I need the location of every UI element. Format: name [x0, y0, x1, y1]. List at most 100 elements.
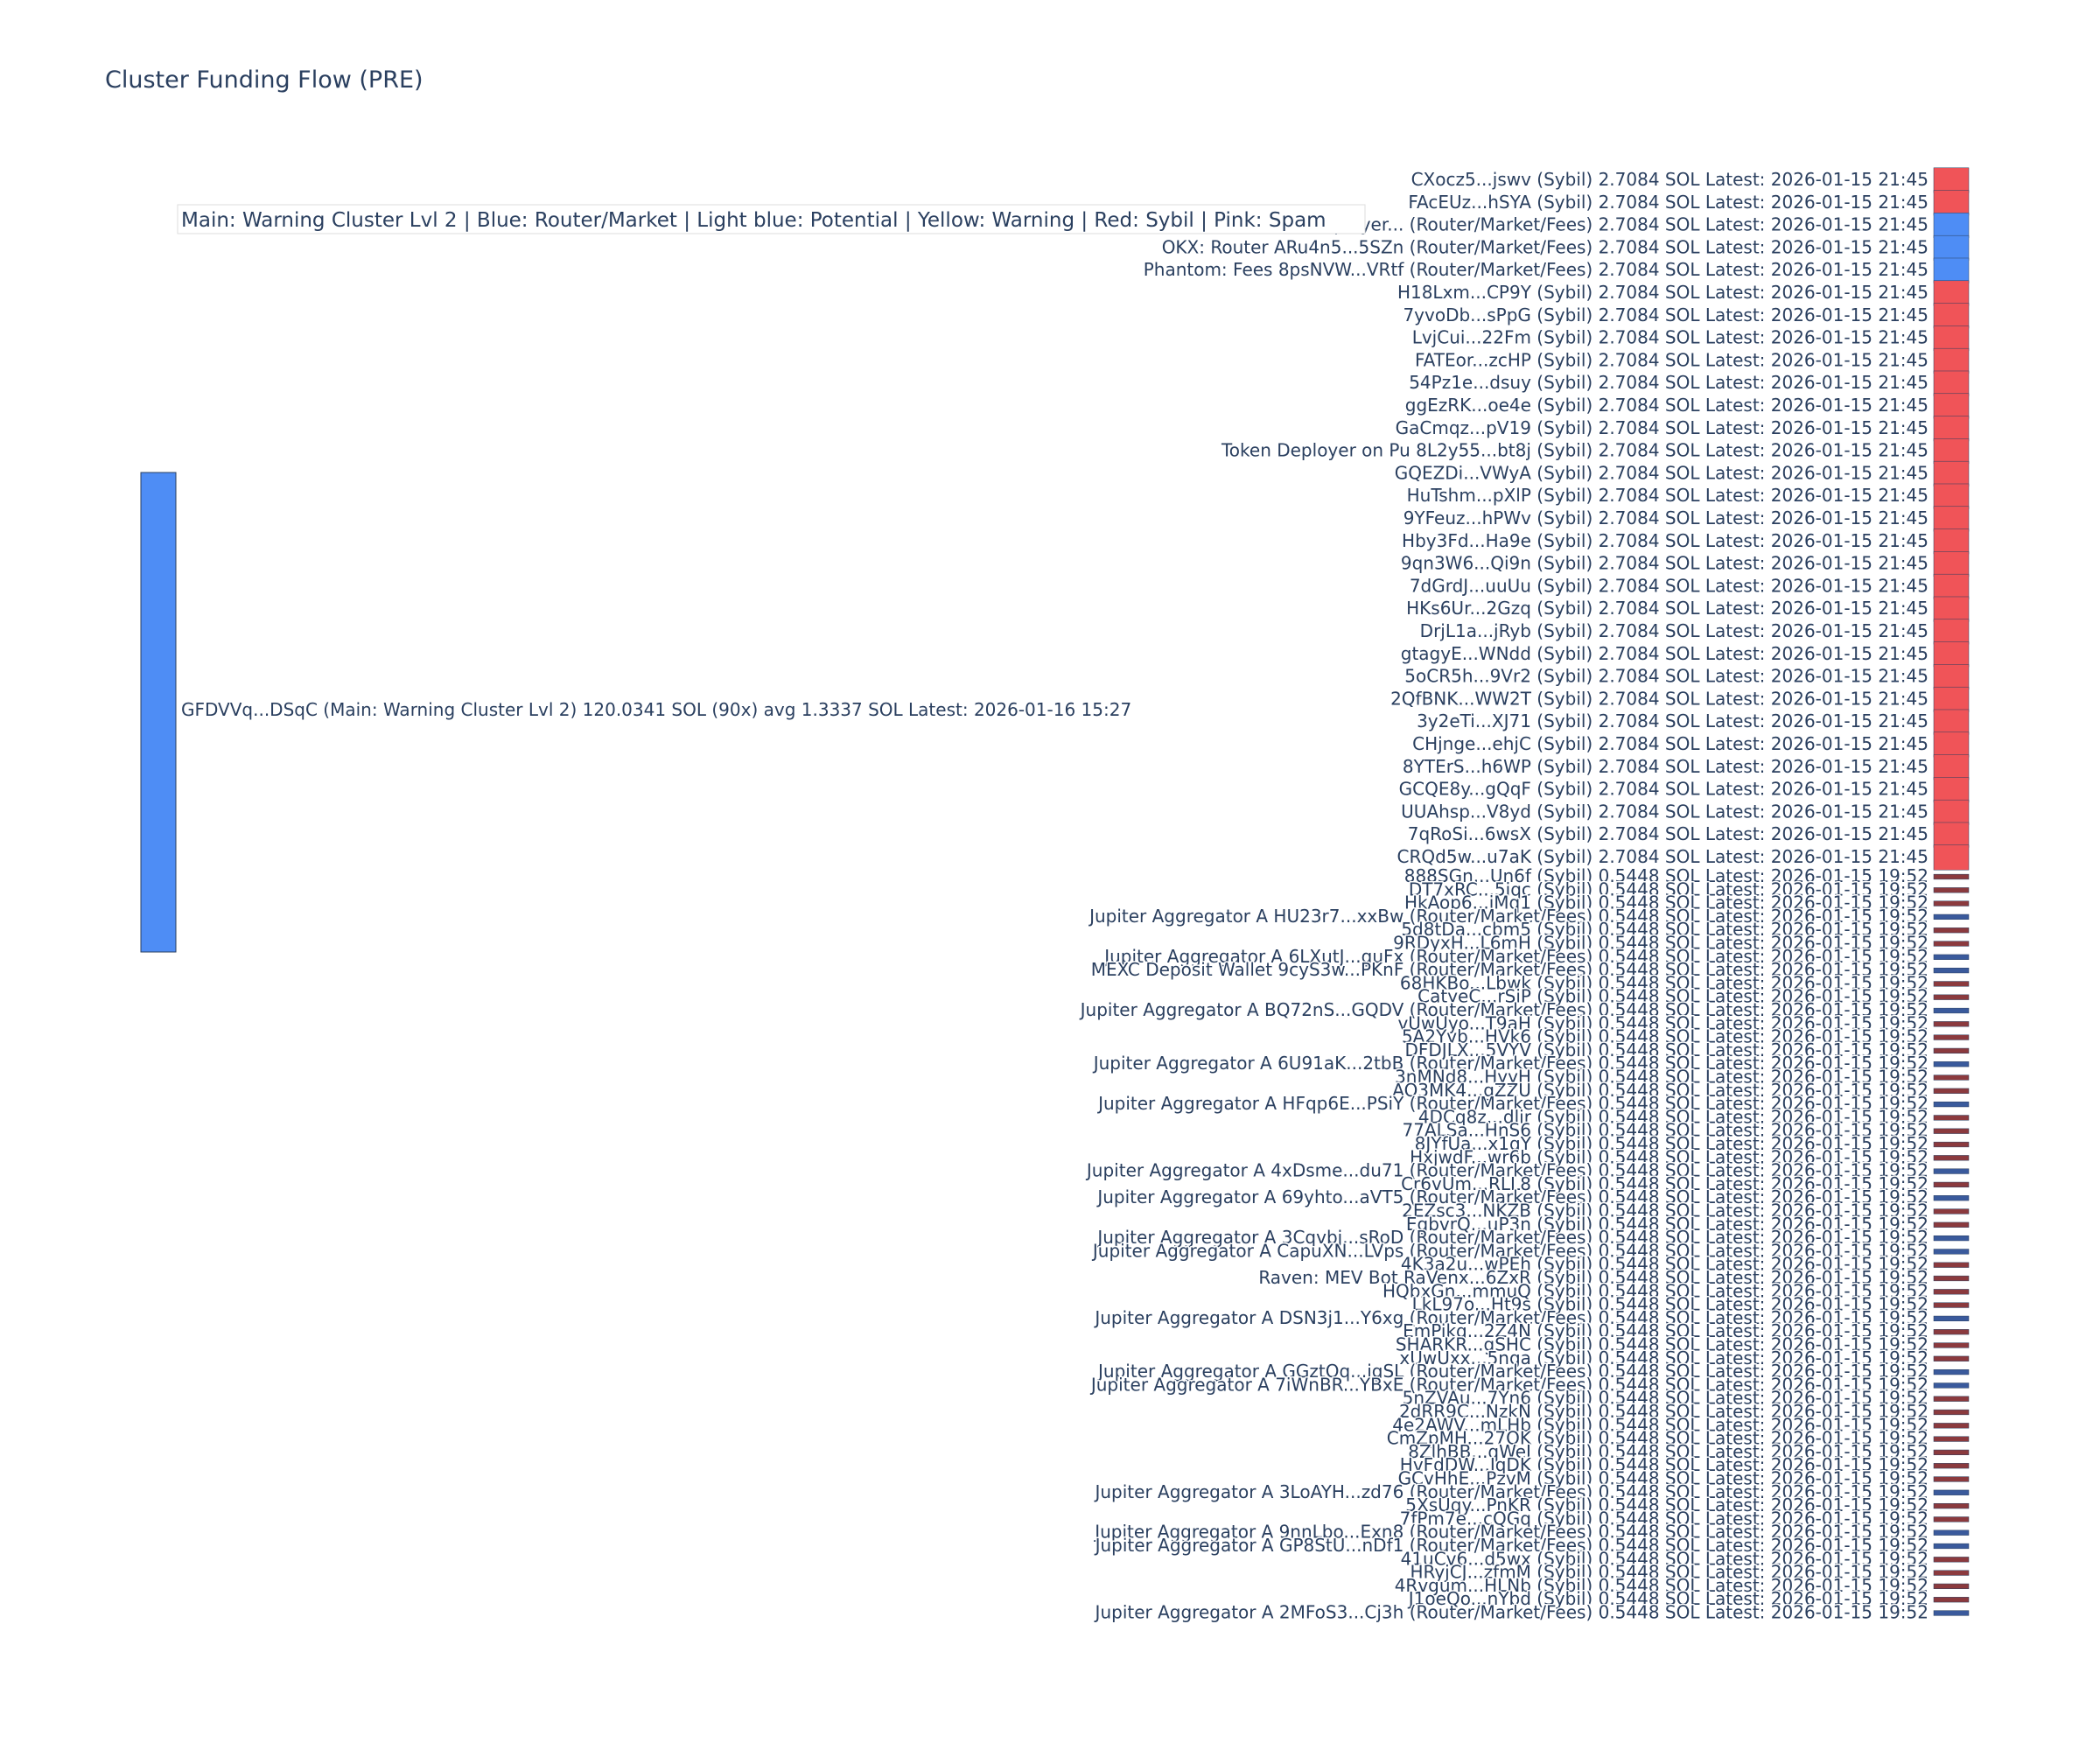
target-node[interactable] [1933, 1449, 1970, 1456]
target-node[interactable] [1933, 1530, 1970, 1536]
target-node[interactable] [1933, 303, 1970, 329]
target-node[interactable] [1933, 967, 1970, 974]
target-node[interactable] [1933, 1342, 1970, 1348]
target-node[interactable] [1933, 438, 1970, 465]
target-node[interactable] [1933, 664, 1970, 690]
target-node[interactable] [1933, 1396, 1970, 1402]
target-node[interactable] [1933, 1222, 1970, 1228]
target-node[interactable] [1933, 1409, 1970, 1416]
target-node[interactable] [1933, 994, 1970, 1000]
target-node-label: FATEor...zcHP (Sybil) 2.7084 SOL Latest:… [1415, 349, 1928, 370]
target-node[interactable] [1933, 619, 1970, 645]
target-node[interactable] [1933, 573, 1970, 599]
target-node[interactable] [1933, 1249, 1970, 1255]
target-node-label: Jupiter Aggregator A HU23r7...xxBw (Rout… [1088, 906, 1928, 927]
target-node[interactable] [1933, 1557, 1970, 1563]
target-node[interactable] [1933, 1128, 1970, 1134]
target-node[interactable] [1933, 686, 1970, 712]
target-node[interactable] [1933, 1423, 1970, 1429]
target-node[interactable] [1933, 873, 1970, 880]
flow-link[interactable] [175, 901, 1935, 1335]
target-node[interactable] [1933, 709, 1970, 735]
target-node-label: DFDJLX...5VYV (Sybil) 0.5448 SOL Latest:… [1405, 1040, 1929, 1060]
target-node[interactable] [1933, 326, 1970, 352]
target-node[interactable] [1933, 1368, 1970, 1376]
target-node[interactable] [1933, 1543, 1970, 1550]
target-node[interactable] [1933, 1061, 1970, 1068]
target-node[interactable] [1933, 1007, 1970, 1014]
target-node[interactable] [1933, 799, 1970, 825]
target-node-label: EmPikq...2Z4N (Sybil) 0.5448 SOL Latest:… [1403, 1320, 1928, 1341]
target-node[interactable] [1933, 1315, 1970, 1322]
target-node-label: 7yvoDb...sPpG (Sybil) 2.7084 SOL Latest:… [1403, 304, 1928, 326]
target-node[interactable] [1933, 506, 1970, 532]
target-node[interactable] [1933, 1302, 1970, 1308]
target-node[interactable] [1933, 257, 1970, 284]
target-node[interactable] [1933, 213, 1970, 239]
target-node[interactable] [1933, 1275, 1970, 1282]
target-node[interactable] [1933, 1181, 1970, 1188]
target-node-label: HKs6Ur...2Gzq (Sybil) 2.7084 SOL Latest:… [1406, 598, 1928, 619]
target-node[interactable] [1933, 528, 1970, 555]
target-node[interactable] [1933, 1597, 1970, 1603]
target-node[interactable] [1933, 1463, 1970, 1469]
target-node[interactable] [1933, 234, 1970, 261]
target-node[interactable] [1933, 1074, 1970, 1081]
target-node[interactable] [1933, 370, 1970, 396]
target-node[interactable] [1933, 1262, 1970, 1268]
target-node[interactable] [1933, 641, 1970, 668]
target-node[interactable] [1933, 1208, 1970, 1214]
target-node-label: HkAop6...jMq1 (Sybil) 0.5448 SOL Latest:… [1404, 892, 1928, 914]
target-node[interactable] [1933, 1141, 1970, 1148]
source-node[interactable] [140, 472, 177, 953]
target-node[interactable] [1933, 754, 1970, 780]
target-node[interactable] [1933, 1502, 1970, 1509]
target-node[interactable] [1933, 981, 1970, 987]
target-node[interactable] [1933, 1516, 1970, 1522]
target-node[interactable] [1933, 954, 1970, 960]
target-node[interactable] [1933, 941, 1970, 947]
target-node[interactable] [1933, 1168, 1970, 1174]
target-node[interactable] [1933, 914, 1970, 920]
target-node[interactable] [1933, 732, 1970, 758]
target-node[interactable] [1933, 1047, 1970, 1054]
target-node[interactable] [1933, 1115, 1970, 1121]
target-node[interactable] [1933, 1436, 1970, 1442]
target-node[interactable] [1933, 596, 1970, 622]
target-node[interactable] [1933, 190, 1970, 216]
target-node[interactable] [1933, 1034, 1970, 1040]
target-node[interactable] [1933, 1583, 1970, 1590]
target-node[interactable] [1933, 1155, 1970, 1161]
target-node[interactable] [1933, 928, 1970, 934]
target-node[interactable] [1933, 900, 1970, 906]
target-node-label: 2QfBNK...WW2T (Sybil) 2.7084 SOL Latest:… [1390, 688, 1928, 709]
target-node[interactable] [1933, 551, 1970, 578]
target-node[interactable] [1933, 1235, 1970, 1242]
target-node[interactable] [1933, 347, 1970, 374]
target-node[interactable] [1933, 1101, 1970, 1108]
target-node[interactable] [1933, 1382, 1970, 1389]
target-node[interactable] [1933, 393, 1970, 419]
target-node[interactable] [1933, 887, 1970, 893]
target-node[interactable] [1933, 416, 1970, 442]
target-node[interactable] [1933, 1476, 1970, 1482]
target-node[interactable] [1933, 167, 1970, 193]
target-node-label: LkL97o...Ht9s (Sybil) 0.5448 SOL Latest:… [1412, 1294, 1928, 1315]
target-node[interactable] [1933, 280, 1970, 306]
target-node-label: 4DCq8z...dlir (Sybil) 0.5448 SOL Latest:… [1418, 1106, 1928, 1127]
target-node[interactable] [1933, 844, 1970, 871]
target-node[interactable] [1933, 1195, 1970, 1201]
target-node[interactable] [1933, 1289, 1970, 1295]
target-node[interactable] [1933, 1570, 1970, 1576]
flow-link[interactable] [175, 920, 1935, 1442]
target-node[interactable] [1933, 1088, 1970, 1094]
target-node[interactable] [1933, 483, 1970, 509]
target-node[interactable] [1933, 777, 1970, 803]
target-node[interactable] [1933, 1355, 1970, 1362]
target-node[interactable] [1933, 460, 1970, 486]
target-node[interactable] [1933, 1329, 1970, 1335]
target-node[interactable] [1933, 1489, 1970, 1495]
target-node[interactable] [1933, 1610, 1970, 1616]
target-node[interactable] [1933, 1021, 1970, 1027]
target-node[interactable] [1933, 822, 1970, 848]
